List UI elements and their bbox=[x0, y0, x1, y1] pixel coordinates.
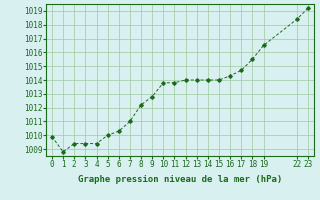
X-axis label: Graphe pression niveau de la mer (hPa): Graphe pression niveau de la mer (hPa) bbox=[78, 175, 282, 184]
